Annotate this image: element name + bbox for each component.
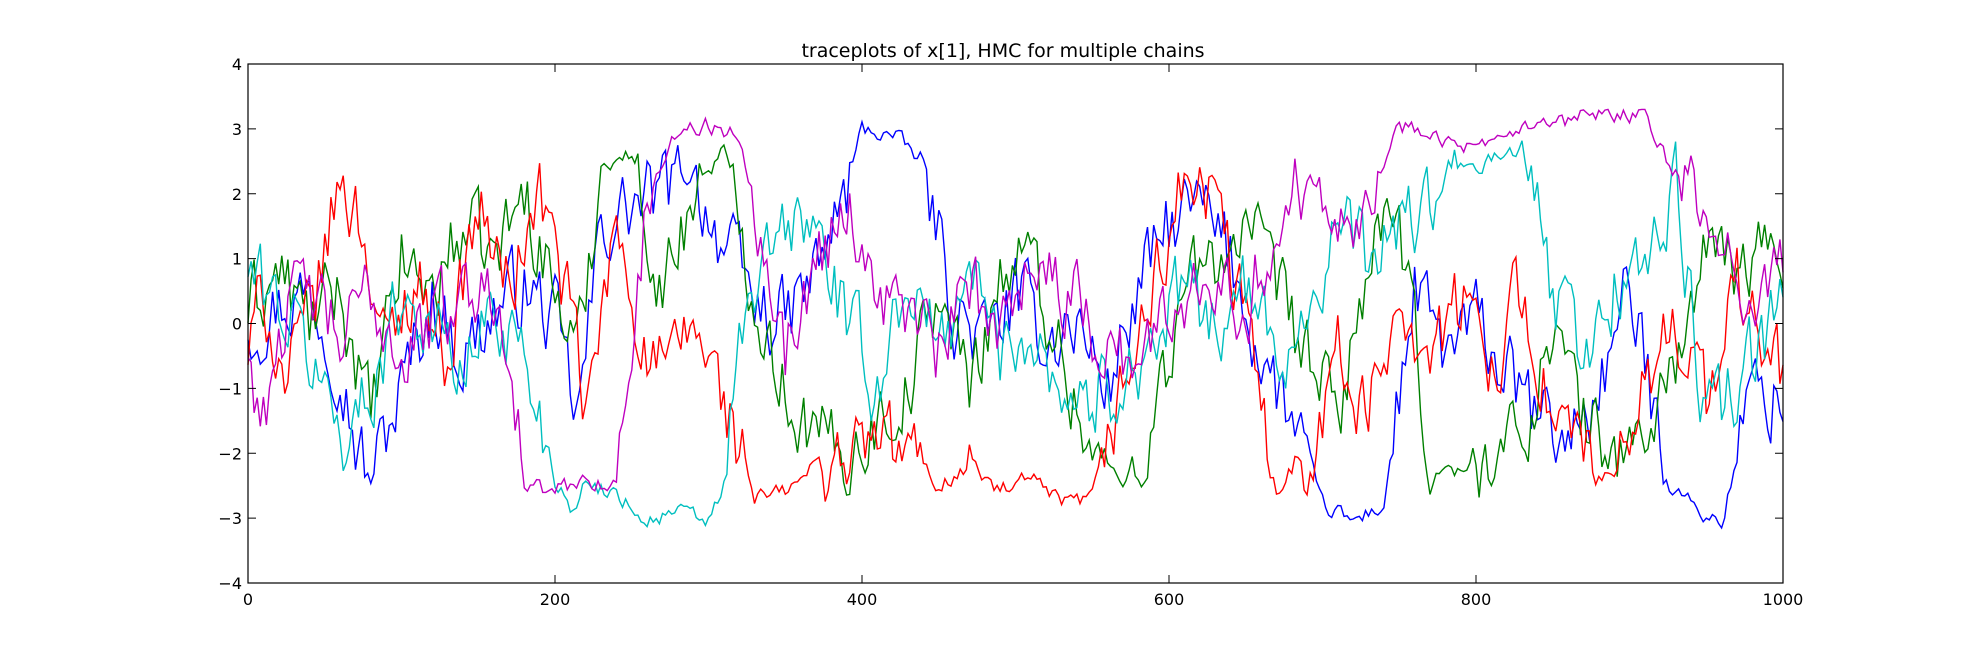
x-tick-label: 600 [1154,590,1185,609]
x-tick-label: 800 [1461,590,1492,609]
y-tick-label: 1 [232,250,242,269]
chart-title: traceplots of x[1], HMC for multiple cha… [801,40,1204,62]
y-tick-label: 0 [232,315,242,334]
chain-line-2 [247,143,1784,498]
x-tick-label: 0 [243,590,253,609]
y-tick-label: −1 [218,379,242,398]
chain-line-1 [247,119,1784,530]
y-tick-label: −2 [218,444,242,463]
y-tick-label: 4 [232,55,242,74]
y-tick-label: 2 [232,185,242,204]
y-tick-label: 3 [232,120,242,139]
axis-ticks: 0 200 400 600 800 1000 4 3 2 1 0 −1 −2 −3 −4 [218,55,1803,609]
chain-line-5 [247,108,1784,495]
series-layer [247,108,1784,530]
x-tick-label: 1000 [1763,590,1804,609]
y-tick-label: −4 [218,574,242,593]
chain-line-4 [247,140,1784,528]
y-tick-label: −3 [218,509,242,528]
x-tick-label: 200 [540,590,571,609]
chain-line-3 [247,163,1784,507]
x-tick-label: 400 [847,590,878,609]
plot-area-frame [247,63,1784,584]
